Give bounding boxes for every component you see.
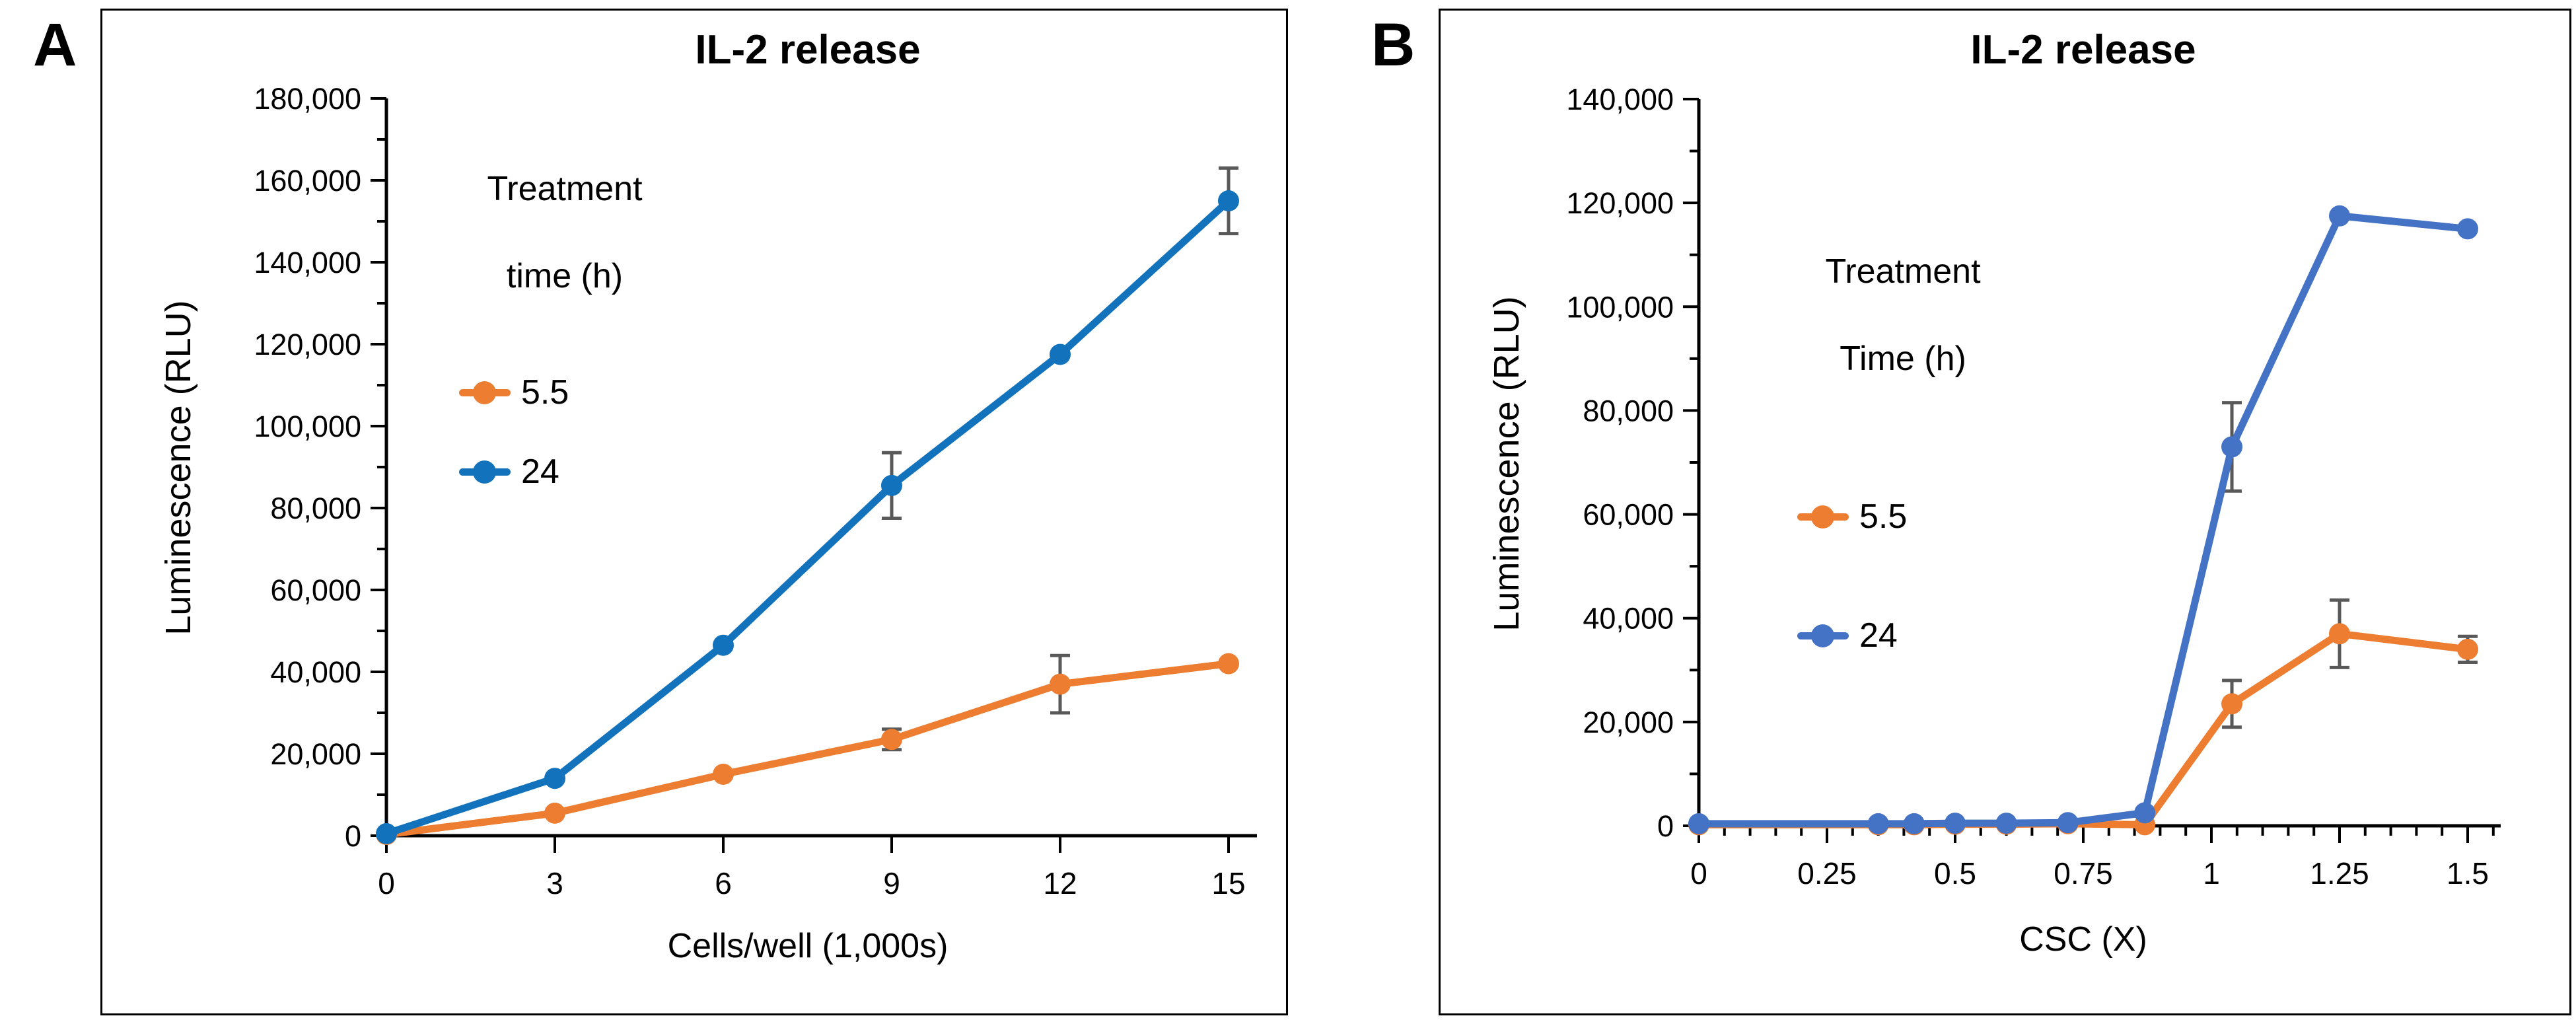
svg-text:120,000: 120,000 — [254, 328, 361, 361]
svg-text:60,000: 60,000 — [1583, 498, 1674, 532]
svg-text:60,000: 60,000 — [270, 573, 361, 607]
svg-text:0.5: 0.5 — [1934, 856, 1976, 891]
legend-item-label: 24 — [1859, 616, 1898, 655]
chart-a-legend-title-line1: Treatment — [487, 170, 643, 208]
svg-text:1: 1 — [2203, 856, 2220, 891]
svg-text:120,000: 120,000 — [1566, 186, 1674, 220]
svg-text:0: 0 — [1690, 856, 1707, 891]
panel-a-letter: A — [33, 11, 77, 79]
chart-a-x-axis-label: Cells/well (1,000s) — [667, 927, 948, 965]
chart-a-title: IL-2 release — [695, 27, 921, 73]
svg-text:100,000: 100,000 — [1566, 290, 1674, 324]
legend-item-5-5h: 5.5 — [1797, 499, 1907, 534]
svg-text:40,000: 40,000 — [270, 655, 361, 689]
svg-text:1.5: 1.5 — [2447, 856, 2489, 891]
svg-text:9: 9 — [883, 866, 900, 900]
panel-b-letter: B — [1371, 11, 1415, 79]
chart-b-canvas: 0 20,000 40,000 60,000 80,000 100,000 120,000 1… — [1566, 83, 2501, 891]
svg-text:20,000: 20,000 — [1583, 706, 1674, 739]
chart-a-canvas: 0 20,000 40,000 60,000 80,000 100,000 120,000 1… — [254, 82, 1257, 900]
svg-text:6: 6 — [715, 866, 732, 900]
chart-b-title: IL-2 release — [1970, 27, 2196, 73]
chart-b-legend-title-line1: Treatment — [1825, 252, 1981, 291]
chart-b-legend-title-line2: Time (h) — [1840, 340, 1966, 378]
svg-text:140,000: 140,000 — [254, 246, 361, 279]
chart-b-y-axis-label: Luminescence (RLU) — [1487, 296, 1526, 632]
svg-text:1.25: 1.25 — [2310, 856, 2369, 891]
svg-text:0: 0 — [345, 819, 361, 853]
svg-text:180,000: 180,000 — [254, 82, 361, 116]
series-24h-marker-icon — [459, 460, 511, 484]
svg-text:80,000: 80,000 — [1583, 394, 1674, 427]
svg-text:12: 12 — [1043, 866, 1077, 900]
svg-text:20,000: 20,000 — [270, 737, 361, 771]
svg-text:80,000: 80,000 — [270, 492, 361, 525]
svg-text:0: 0 — [1657, 809, 1674, 843]
svg-text:0.25: 0.25 — [1797, 856, 1857, 891]
series-5-5h-marker-icon — [1797, 505, 1849, 529]
legend-item-label: 24 — [521, 453, 559, 491]
legend-item-5-5h: 5.5 — [459, 375, 569, 410]
chart-a-legend-title-line2: time (h) — [506, 257, 624, 295]
svg-text:160,000: 160,000 — [254, 164, 361, 198]
svg-text:3: 3 — [546, 866, 563, 900]
svg-text:0: 0 — [378, 866, 395, 900]
legend-item-label: 5.5 — [1859, 497, 1908, 536]
panel-b: 0 20,000 40,000 60,000 80,000 100,000 120,000 1… — [1439, 9, 2571, 1015]
chart-a-y-axis-label: Luminescence (RLU) — [159, 300, 198, 636]
svg-text:140,000: 140,000 — [1566, 83, 1674, 116]
svg-text:40,000: 40,000 — [1583, 602, 1674, 636]
legend-item-24h: 24 — [459, 455, 559, 489]
chart-b-x-axis-label: CSC (X) — [2019, 920, 2147, 959]
series-24h-marker-icon — [1797, 624, 1849, 647]
svg-text:15: 15 — [1211, 866, 1245, 900]
series-5-5h-marker-icon — [459, 381, 511, 404]
panel-a: 0 20,000 40,000 60,000 80,000 100,000 120,000 1… — [100, 9, 1288, 1015]
svg-text:0.75: 0.75 — [2054, 856, 2113, 891]
legend-item-label: 5.5 — [521, 373, 569, 412]
legend-item-24h: 24 — [1797, 618, 1898, 653]
svg-text:100,000: 100,000 — [254, 410, 361, 443]
